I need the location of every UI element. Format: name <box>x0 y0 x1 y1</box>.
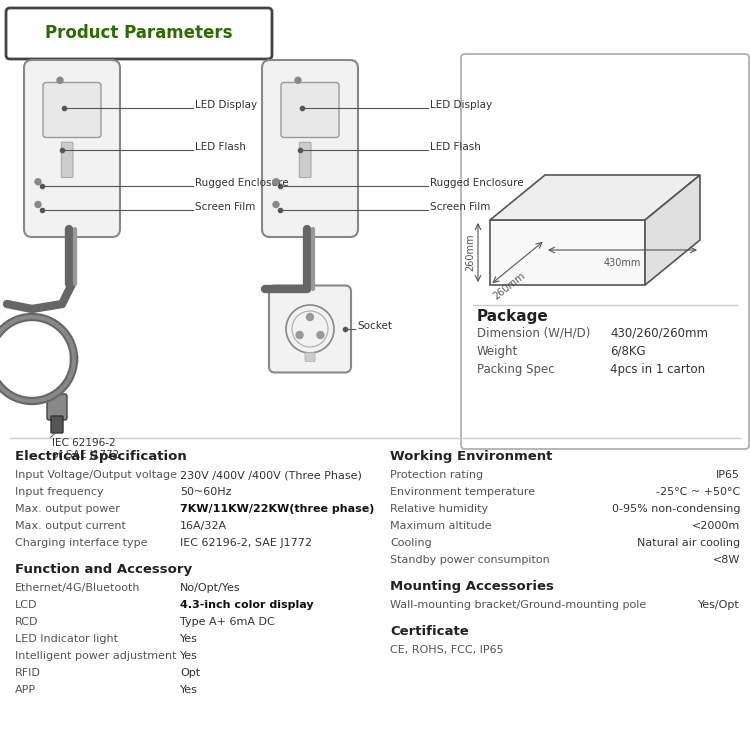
Text: Type A+ 6mA DC: Type A+ 6mA DC <box>180 617 274 627</box>
Text: Natural air cooling: Natural air cooling <box>637 538 740 548</box>
Text: IP65: IP65 <box>716 470 740 480</box>
Text: Input frequency: Input frequency <box>15 487 104 497</box>
Text: 0-95% non-condensing: 0-95% non-condensing <box>611 504 740 514</box>
Text: Certificate: Certificate <box>390 625 469 638</box>
Text: LCD: LCD <box>15 600 38 610</box>
Circle shape <box>307 314 314 321</box>
Circle shape <box>35 201 41 207</box>
Circle shape <box>295 77 301 83</box>
Text: Mounting Accessories: Mounting Accessories <box>390 580 554 593</box>
Text: RCD: RCD <box>15 617 38 627</box>
Text: RFID: RFID <box>15 668 40 678</box>
Text: APP: APP <box>15 685 36 695</box>
Text: IEC 62196-2
or SAE J1772: IEC 62196-2 or SAE J1772 <box>52 438 119 460</box>
FancyBboxPatch shape <box>269 285 351 372</box>
Text: Standby power consumpiton: Standby power consumpiton <box>390 555 550 565</box>
Text: Dimension (W/H/D): Dimension (W/H/D) <box>477 327 590 340</box>
Text: Yes: Yes <box>180 685 198 695</box>
Text: 260mm: 260mm <box>465 234 475 271</box>
Text: Max. output power: Max. output power <box>15 504 120 514</box>
FancyBboxPatch shape <box>47 394 67 420</box>
FancyBboxPatch shape <box>281 82 339 138</box>
Text: Ethernet/4G/Bluetooth: Ethernet/4G/Bluetooth <box>15 583 140 593</box>
Polygon shape <box>490 175 700 220</box>
Text: Input Voltage/Output voltage: Input Voltage/Output voltage <box>15 470 177 480</box>
Text: Protection rating: Protection rating <box>390 470 483 480</box>
Text: Electrical Specification: Electrical Specification <box>15 450 187 463</box>
Circle shape <box>273 201 279 207</box>
Circle shape <box>35 179 41 185</box>
Text: 430mm: 430mm <box>604 258 641 268</box>
Text: 4pcs in 1 carton: 4pcs in 1 carton <box>610 363 705 376</box>
Text: LED Flash: LED Flash <box>195 142 246 152</box>
Text: Rugged Enclosure: Rugged Enclosure <box>195 178 289 188</box>
Text: CE, ROHS, FCC, IP65: CE, ROHS, FCC, IP65 <box>390 645 504 655</box>
Text: LED Indicator light: LED Indicator light <box>15 634 118 644</box>
Text: 16A/32A: 16A/32A <box>180 521 227 531</box>
Text: 430/260/260mm: 430/260/260mm <box>610 327 708 340</box>
FancyBboxPatch shape <box>62 142 73 178</box>
Circle shape <box>317 332 324 339</box>
Text: 230V /400V /400V (Three Phase): 230V /400V /400V (Three Phase) <box>180 470 362 480</box>
FancyBboxPatch shape <box>461 54 749 449</box>
Text: LED Display: LED Display <box>430 100 492 110</box>
Text: Screen Film: Screen Film <box>430 202 490 212</box>
Text: No/Opt/Yes: No/Opt/Yes <box>180 583 241 593</box>
FancyBboxPatch shape <box>299 142 311 178</box>
Text: Rugged Enclosure: Rugged Enclosure <box>430 178 524 188</box>
Text: LED Display: LED Display <box>195 100 257 110</box>
Text: Package: Package <box>477 309 549 324</box>
Text: 260mm: 260mm <box>492 270 527 301</box>
Text: Socket: Socket <box>357 321 392 331</box>
Text: Environment temperature: Environment temperature <box>390 487 536 497</box>
FancyBboxPatch shape <box>51 416 63 433</box>
Polygon shape <box>645 175 700 285</box>
Text: <8W: <8W <box>712 555 740 565</box>
FancyBboxPatch shape <box>43 82 101 138</box>
Text: 50~60Hz: 50~60Hz <box>180 487 232 497</box>
Text: Packing Spec: Packing Spec <box>477 363 554 376</box>
Text: Product Parameters: Product Parameters <box>45 25 232 43</box>
FancyBboxPatch shape <box>24 60 120 237</box>
FancyBboxPatch shape <box>305 353 315 362</box>
FancyBboxPatch shape <box>262 60 358 237</box>
Text: Opt: Opt <box>180 668 200 678</box>
Text: Screen Film: Screen Film <box>195 202 255 212</box>
Text: Cooling: Cooling <box>390 538 432 548</box>
Text: -25°C ~ +50°C: -25°C ~ +50°C <box>656 487 740 497</box>
Text: Yes/Opt: Yes/Opt <box>698 600 740 610</box>
Text: Relative humidity: Relative humidity <box>390 504 488 514</box>
Text: Yes: Yes <box>180 634 198 644</box>
Text: 4.3-inch color display: 4.3-inch color display <box>180 600 314 610</box>
Text: IEC 62196-2, SAE J1772: IEC 62196-2, SAE J1772 <box>180 538 312 548</box>
FancyBboxPatch shape <box>6 8 272 59</box>
Text: Working Environment: Working Environment <box>390 450 552 463</box>
Text: <2000m: <2000m <box>692 521 740 531</box>
Text: Max. output current: Max. output current <box>15 521 126 531</box>
Text: Intelligent power adjustment: Intelligent power adjustment <box>15 651 176 661</box>
Text: Wall-mounting bracket/Ground-mounting pole: Wall-mounting bracket/Ground-mounting po… <box>390 600 646 610</box>
Circle shape <box>57 77 63 83</box>
Text: Weight: Weight <box>477 345 518 358</box>
Text: Charging interface type: Charging interface type <box>15 538 148 548</box>
Text: Maximum altitude: Maximum altitude <box>390 521 492 531</box>
Text: 7KW/11KW/22KW(three phase): 7KW/11KW/22KW(three phase) <box>180 504 374 514</box>
Text: 6/8KG: 6/8KG <box>610 345 646 358</box>
Text: Function and Accessory: Function and Accessory <box>15 563 192 576</box>
Polygon shape <box>490 220 645 285</box>
Text: LED Flash: LED Flash <box>430 142 481 152</box>
Text: Yes: Yes <box>180 651 198 661</box>
Circle shape <box>296 332 303 339</box>
Circle shape <box>273 179 279 185</box>
